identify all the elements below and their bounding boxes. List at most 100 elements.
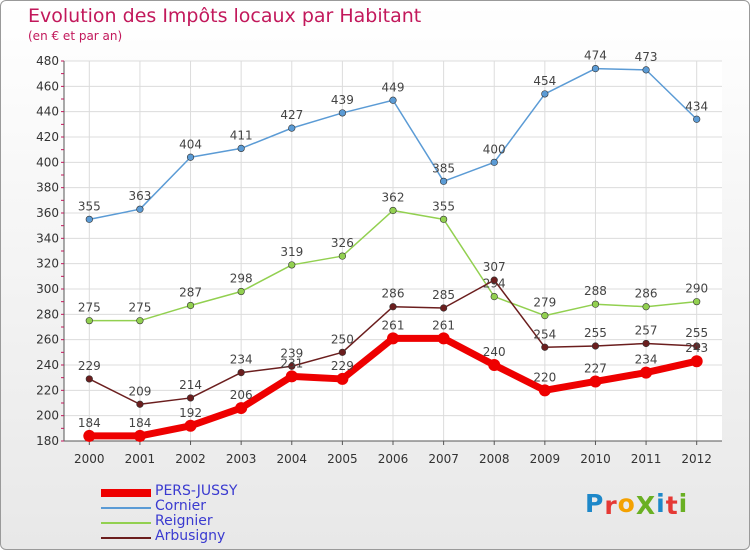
y-tick-label: 480 <box>36 54 59 68</box>
data-label-pers-jussy: 261 <box>382 318 405 332</box>
data-label-pers-jussy: 261 <box>432 318 455 332</box>
data-point-pers-jussy <box>184 419 197 432</box>
data-point-reignier <box>389 206 397 215</box>
y-tick-label: 180 <box>36 434 59 448</box>
data-point-pers-jussy <box>83 429 96 442</box>
data-point-pers-jussy <box>336 372 349 385</box>
y-tick-label: 340 <box>36 231 59 245</box>
data-label-cornier: 411 <box>230 128 253 142</box>
legend-swatch-pers-jussy <box>101 489 151 497</box>
data-label-pers-jussy: 220 <box>533 370 556 384</box>
data-label-reignier: 275 <box>78 301 101 315</box>
y-tick-label: 260 <box>36 333 59 347</box>
legend-label-reignier: Reignier <box>155 513 213 529</box>
data-point-arbusigny <box>490 276 498 284</box>
data-point-reignier <box>541 312 549 320</box>
data-label-cornier: 439 <box>331 93 354 107</box>
logo-letter: r <box>604 491 618 520</box>
data-point-pers-jussy <box>589 375 602 388</box>
data-label-arbusigny: 250 <box>331 332 354 346</box>
logo-letter: X <box>635 491 657 520</box>
x-tick-label: 2008 <box>479 452 510 466</box>
x-tick-label: 2009 <box>530 452 561 466</box>
data-label-pers-jussy: 192 <box>179 406 202 420</box>
data-point-reignier <box>693 298 701 306</box>
data-label-arbusigny: 255 <box>685 326 708 340</box>
logo-letter: i <box>678 489 689 518</box>
data-label-pers-jussy: 240 <box>483 345 506 359</box>
data-point-pers-jussy <box>285 370 298 383</box>
data-label-arbusigny: 285 <box>432 288 455 302</box>
x-tick-label: 2011 <box>631 452 662 466</box>
x-tick-label: 2006 <box>378 452 409 466</box>
x-tick-label: 2003 <box>226 452 257 466</box>
y-tick-label: 380 <box>36 181 59 195</box>
data-point-arbusigny <box>642 339 650 348</box>
data-point-arbusigny <box>440 304 448 312</box>
x-tick-label: 2007 <box>428 452 459 466</box>
data-point-pers-jussy <box>488 359 501 371</box>
data-point-arbusigny <box>541 343 549 351</box>
x-tick-label: 2002 <box>175 452 206 466</box>
data-label-cornier: 473 <box>635 50 658 64</box>
legend-swatch-cornier <box>101 507 151 509</box>
legend-swatch-arbusigny <box>101 537 151 539</box>
data-label-cornier: 363 <box>128 189 151 203</box>
logo-letter: t <box>665 491 679 520</box>
legend-label-pers-jussy: PERS-JUSSY <box>155 483 238 499</box>
data-label-cornier: 400 <box>483 142 506 156</box>
data-point-reignier <box>288 261 296 269</box>
y-tick-label: 300 <box>36 282 59 296</box>
data-label-arbusigny: 307 <box>483 260 506 274</box>
data-point-arbusigny <box>136 400 144 408</box>
y-tick-label: 400 <box>36 155 59 169</box>
data-point-cornier <box>642 66 650 74</box>
x-tick-label: 2004 <box>276 452 307 466</box>
data-point-cornier <box>389 96 397 104</box>
data-label-pers-jussy: 184 <box>78 416 101 430</box>
data-point-arbusigny <box>389 303 397 311</box>
data-label-reignier: 288 <box>584 284 607 298</box>
data-point-pers-jussy <box>538 384 551 397</box>
data-label-arbusigny: 239 <box>280 346 303 360</box>
data-point-reignier <box>186 301 195 310</box>
data-point-cornier <box>338 109 346 117</box>
data-point-reignier <box>237 287 245 296</box>
data-label-cornier: 404 <box>179 137 202 151</box>
x-tick-label: 2010 <box>580 452 611 466</box>
y-tick-label: 420 <box>36 130 59 144</box>
y-tick-label: 200 <box>36 409 59 423</box>
data-label-pers-jussy: 229 <box>331 359 354 373</box>
data-label-cornier: 474 <box>584 49 607 63</box>
legend-label-arbusigny: Arbusigny <box>155 528 226 544</box>
data-point-cornier <box>591 64 600 73</box>
data-point-cornier <box>541 90 549 98</box>
data-point-pers-jussy <box>235 402 248 415</box>
data-label-arbusigny: 257 <box>635 323 658 337</box>
logo-letter: o <box>617 489 636 518</box>
data-label-reignier: 279 <box>533 296 556 310</box>
data-point-reignier <box>338 252 346 260</box>
data-label-cornier: 434 <box>685 99 708 113</box>
data-point-cornier <box>440 177 448 185</box>
y-tick-label: 440 <box>36 105 59 119</box>
y-tick-label: 360 <box>36 206 59 220</box>
data-label-arbusigny: 229 <box>78 359 101 373</box>
data-label-reignier: 275 <box>128 301 151 315</box>
data-label-cornier: 355 <box>78 199 101 213</box>
y-tick-label: 240 <box>36 358 59 372</box>
data-point-cornier <box>237 144 245 152</box>
data-label-reignier: 298 <box>230 272 253 286</box>
logo-letter: i <box>656 489 666 518</box>
data-label-reignier: 287 <box>179 285 202 299</box>
y-tick-label: 320 <box>36 257 59 271</box>
x-tick-label: 2012 <box>681 452 712 466</box>
data-label-pers-jussy: 234 <box>635 353 658 367</box>
data-label-arbusigny: 209 <box>128 384 151 398</box>
legend-swatch-reignier <box>101 522 151 524</box>
data-label-cornier: 427 <box>280 108 303 122</box>
data-label-pers-jussy: 184 <box>128 416 151 430</box>
data-point-cornier <box>136 205 144 213</box>
x-tick-label: 2005 <box>327 452 358 466</box>
